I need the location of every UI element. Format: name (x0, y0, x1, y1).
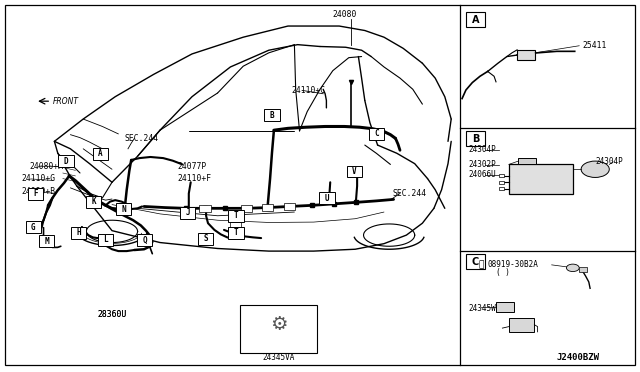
Text: 24110+F: 24110+F (178, 174, 212, 183)
Text: FRONT: FRONT (52, 97, 79, 106)
Text: F: F (33, 189, 38, 198)
Bar (230, 222, 241, 228)
Bar (466, 131, 485, 146)
Text: B: B (269, 111, 275, 120)
Circle shape (566, 264, 579, 272)
Text: S: S (203, 234, 208, 243)
Text: 24345VA: 24345VA (262, 353, 294, 362)
Bar (466, 254, 485, 269)
Text: U: U (324, 194, 330, 203)
Text: L: L (103, 235, 108, 244)
Text: Q: Q (142, 235, 147, 244)
Bar (228, 227, 244, 239)
Text: M: M (44, 237, 49, 246)
Bar (28, 188, 43, 200)
Bar (26, 221, 41, 233)
Text: 24345W: 24345W (468, 304, 496, 313)
Text: 28360U: 28360U (97, 310, 127, 319)
Text: D: D (63, 157, 68, 166)
Bar (241, 205, 252, 212)
Text: Ⓑ: Ⓑ (479, 260, 484, 269)
Bar (228, 210, 244, 222)
Bar (499, 174, 504, 177)
Text: H: H (76, 228, 81, 237)
Bar (319, 192, 335, 204)
Text: SEC.244: SEC.244 (392, 189, 426, 198)
Text: 24080: 24080 (333, 10, 357, 19)
Bar (180, 207, 195, 219)
Text: 24077P: 24077P (178, 162, 207, 171)
Text: K: K (91, 197, 96, 206)
Bar (39, 235, 54, 247)
Bar (86, 196, 101, 208)
Bar (466, 12, 485, 27)
Bar (499, 187, 504, 190)
Bar (116, 203, 131, 215)
Bar (369, 128, 384, 140)
Text: J2400BZW: J2400BZW (557, 353, 600, 362)
Text: 28360U: 28360U (97, 310, 127, 319)
Bar (71, 227, 86, 239)
Text: 24304P: 24304P (468, 145, 496, 154)
Bar (93, 148, 108, 160)
Bar (517, 50, 535, 60)
Bar (98, 234, 113, 246)
Bar (137, 234, 152, 246)
Text: 08919-30B2A: 08919-30B2A (488, 260, 538, 269)
Text: B: B (472, 134, 479, 144)
Bar (509, 318, 534, 332)
Bar (240, 305, 317, 353)
Text: ⚙: ⚙ (269, 315, 287, 334)
Bar (198, 233, 213, 245)
Circle shape (581, 161, 609, 177)
Text: 24110+G: 24110+G (21, 174, 55, 183)
Text: T: T (234, 228, 239, 237)
Bar (518, 158, 536, 164)
Bar (284, 203, 295, 210)
Bar (496, 302, 514, 312)
Text: N: N (121, 205, 126, 214)
Text: A: A (98, 149, 103, 158)
Text: 24302P: 24302P (468, 160, 496, 169)
Text: 24080+B: 24080+B (21, 187, 55, 196)
Text: 24110+C: 24110+C (291, 86, 325, 95)
Bar (262, 204, 273, 211)
Bar (499, 181, 504, 184)
Text: ( ): ( ) (496, 268, 510, 277)
Text: 24080+A: 24080+A (29, 162, 63, 171)
Bar (264, 109, 280, 121)
Text: G: G (31, 223, 36, 232)
Bar (509, 164, 573, 194)
Bar (199, 205, 211, 212)
Bar (579, 267, 587, 272)
Text: A: A (472, 15, 479, 25)
Text: V: V (352, 167, 357, 176)
Text: SEC.244: SEC.244 (125, 134, 159, 143)
Text: 24066U: 24066U (468, 170, 496, 179)
Text: T: T (234, 211, 239, 220)
Text: 24304P: 24304P (595, 157, 623, 166)
Bar (58, 155, 74, 167)
Text: 25411: 25411 (582, 41, 607, 50)
Bar (347, 166, 362, 177)
Text: C: C (472, 257, 479, 266)
Text: C: C (374, 129, 379, 138)
Text: J: J (185, 208, 190, 217)
